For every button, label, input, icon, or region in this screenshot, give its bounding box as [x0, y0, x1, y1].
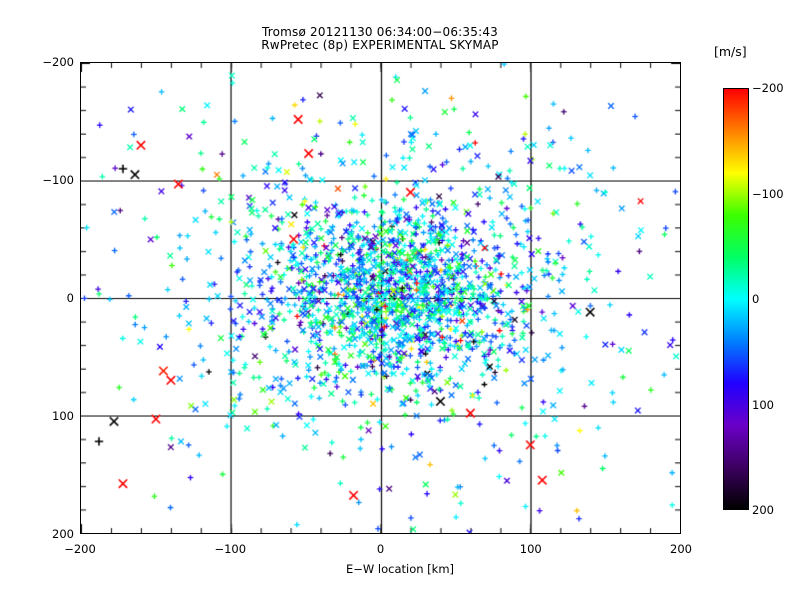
x-axis-label: E−W location [km]	[345, 562, 455, 576]
colorbar-tick-label: −200	[752, 81, 784, 95]
colorbar-tick-label: 100	[752, 397, 774, 412]
x-tick-label: 100	[519, 542, 542, 556]
y-tick-label: 0	[66, 291, 74, 305]
plot-title: Tromsø 20121130 06:34:00−06:35:43 RwPret…	[0, 26, 760, 52]
colorbar-tick-label: 0	[752, 292, 760, 306]
title-line-1: Tromsø 20121130 06:34:00−06:35:43	[261, 25, 498, 39]
colorbar-gradient	[723, 88, 749, 510]
scatter-plot-canvas	[81, 63, 680, 533]
y-tick-label: 200	[52, 527, 74, 541]
y-tick-label: −100	[42, 173, 74, 187]
colorbar-tick-label: 200	[752, 503, 774, 517]
x-tick-label: −100	[214, 542, 247, 556]
colorbar	[723, 88, 749, 510]
x-tick-label: −200	[64, 542, 96, 556]
scatter-plot-area	[80, 62, 681, 534]
colorbar-unit-label: [m/s]	[714, 44, 747, 59]
y-tick-label: −200	[42, 55, 74, 69]
x-tick-label: 200	[670, 542, 692, 556]
y-tick-label: 100	[52, 409, 74, 423]
title-line-2: RwPretec (8p) EXPERIMENTAL SKYMAP	[261, 38, 499, 52]
colorbar-tick-label: −100	[752, 186, 784, 201]
x-tick-label: 0	[376, 542, 385, 556]
